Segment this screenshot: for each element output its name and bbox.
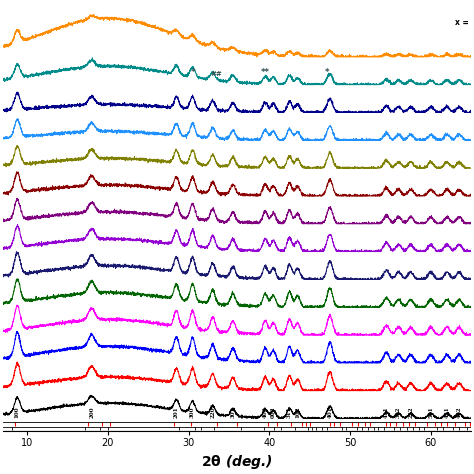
- Text: 411: 411: [384, 406, 389, 418]
- X-axis label: $\mathbf{2\theta}$ (deg.): $\mathbf{2\theta}$ (deg.): [201, 453, 273, 471]
- Text: *: *: [325, 68, 330, 77]
- Text: 002: 002: [271, 406, 276, 418]
- Text: 501: 501: [428, 406, 433, 418]
- Text: 102: 102: [295, 406, 300, 418]
- Text: 400: 400: [263, 406, 268, 418]
- Text: *: *: [191, 68, 195, 77]
- Text: 311: 311: [287, 406, 292, 418]
- Text: x =: x =: [455, 18, 469, 27]
- Text: 421: 421: [445, 406, 449, 418]
- Text: 301: 301: [230, 406, 236, 418]
- Text: 220: 220: [210, 406, 215, 418]
- Text: 402: 402: [456, 406, 462, 418]
- Text: 401: 401: [328, 406, 332, 418]
- Text: 302: 302: [396, 406, 401, 418]
- Text: **: **: [261, 68, 270, 77]
- Text: 200: 200: [89, 406, 94, 418]
- Text: 222: 222: [408, 406, 413, 418]
- Text: ##: ##: [211, 71, 223, 77]
- Text: 300: 300: [190, 406, 195, 418]
- Text: 201: 201: [174, 406, 179, 418]
- Text: 100: 100: [15, 406, 20, 418]
